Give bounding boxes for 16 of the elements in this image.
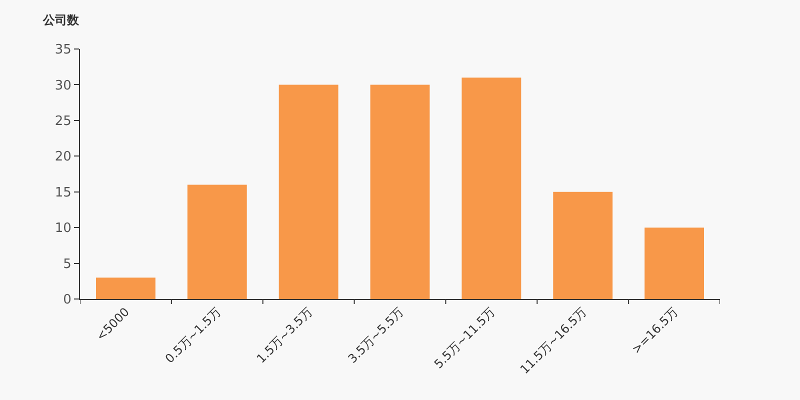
y-tick-label: 35	[54, 42, 72, 58]
y-axis-title: 公司数	[42, 13, 80, 27]
bar	[370, 84, 430, 299]
bar	[462, 78, 522, 299]
y-tick-label: 15	[54, 185, 72, 200]
y-tick-label: 25	[54, 114, 72, 129]
bar	[278, 84, 338, 299]
y-tick-label: 5	[63, 256, 72, 272]
y-tick-label: 20	[54, 150, 72, 165]
y-tick-label: 30	[54, 78, 72, 94]
bar	[644, 228, 704, 299]
y-tick-label: 0	[63, 292, 72, 308]
bar	[96, 278, 156, 299]
bar	[553, 192, 613, 299]
bar	[187, 184, 247, 299]
y-tick-label: 10	[54, 221, 72, 236]
